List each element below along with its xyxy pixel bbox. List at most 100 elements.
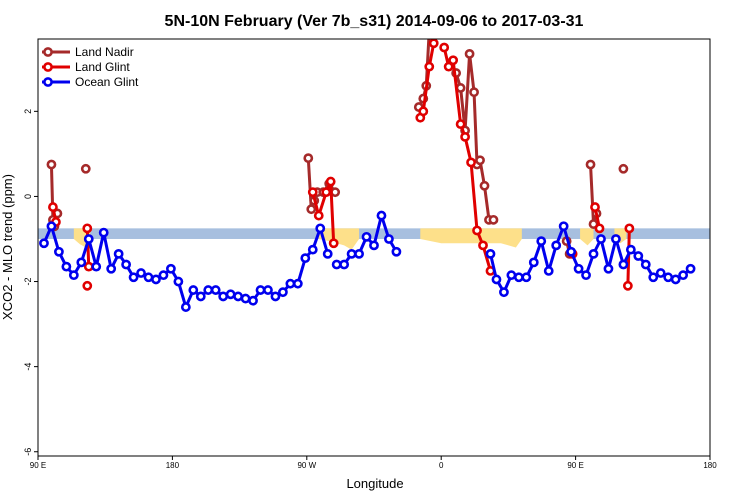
data-point <box>151 274 161 285</box>
data-point <box>596 234 606 244</box>
data-point <box>670 274 681 285</box>
data-point <box>588 248 599 259</box>
data-point <box>464 48 475 59</box>
data-point <box>376 210 387 221</box>
x-tick-label: 180 <box>166 461 180 470</box>
data-point <box>528 257 539 268</box>
data-point <box>46 221 57 232</box>
y-tick-label: -6 <box>23 448 33 456</box>
y-tick-label: -2 <box>23 278 33 286</box>
data-point <box>315 223 326 234</box>
legend-marker <box>43 62 53 72</box>
data-point <box>551 240 562 251</box>
data-point <box>566 246 577 257</box>
legend-label: Land Glint <box>75 60 130 74</box>
series-land-nadir <box>46 39 629 259</box>
data-point <box>61 261 72 272</box>
data-point <box>48 202 58 212</box>
data-point <box>83 234 94 244</box>
data-point <box>603 263 614 274</box>
plot-frame <box>37 38 711 457</box>
y-tick-label: 2 <box>23 109 33 114</box>
highlight-region <box>580 228 594 246</box>
data-point <box>479 180 490 191</box>
legend-item-land-glint: Land Glint <box>42 60 130 74</box>
series-line <box>454 52 494 222</box>
data-point <box>285 278 296 289</box>
data-point <box>424 61 435 72</box>
data-point <box>536 236 547 247</box>
data-point <box>306 204 317 215</box>
data-point <box>455 119 466 130</box>
data-point <box>384 234 394 244</box>
x-tick-label: 90 E <box>567 461 583 470</box>
data-point <box>443 61 454 72</box>
data-point <box>158 270 169 281</box>
data-point <box>460 131 470 142</box>
data-point <box>307 187 318 198</box>
data-point <box>485 248 496 259</box>
data-point <box>195 291 206 302</box>
data-point <box>439 42 450 53</box>
data-point <box>278 287 288 298</box>
data-point <box>488 214 499 225</box>
data-point <box>428 39 439 49</box>
data-point <box>346 248 357 259</box>
data-point <box>225 289 236 300</box>
data-point <box>475 155 485 166</box>
data-point <box>655 268 666 278</box>
data-point <box>233 291 244 302</box>
data-point <box>121 259 132 270</box>
data-point <box>68 270 79 281</box>
data-point <box>369 240 379 251</box>
data-point <box>322 248 333 259</box>
highlight-region <box>318 228 360 250</box>
x-tick-label: 180 <box>703 461 717 470</box>
data-point <box>648 272 659 283</box>
data-point <box>581 270 591 281</box>
data-point <box>328 238 339 249</box>
data-point <box>354 248 364 259</box>
data-point <box>46 159 57 170</box>
data-point <box>391 246 402 257</box>
data-point <box>618 259 629 270</box>
data-point <box>113 248 124 259</box>
legend-label: Ocean Glint <box>75 75 139 89</box>
data-point <box>633 251 644 261</box>
legend-marker <box>43 47 53 57</box>
data-point <box>255 285 266 295</box>
data-point <box>499 287 509 298</box>
series-ocean-glint <box>39 210 696 312</box>
x-tick-label: 0 <box>439 461 444 470</box>
data-point <box>82 223 93 234</box>
data-point <box>472 225 482 236</box>
y-axis-label: XCO2 - MLO trend (ppm) <box>0 174 15 320</box>
data-point <box>91 261 102 272</box>
data-point <box>663 272 674 283</box>
data-point <box>203 285 214 295</box>
data-point <box>128 272 139 283</box>
data-point <box>448 55 459 66</box>
data-point <box>303 153 314 164</box>
data-point <box>685 263 696 274</box>
data-point <box>98 227 109 238</box>
data-point <box>173 276 184 287</box>
data-point <box>325 176 336 187</box>
data-point <box>307 244 318 255</box>
data-point <box>76 257 87 268</box>
data-point <box>573 263 584 274</box>
data-point <box>361 231 372 242</box>
data-point <box>491 274 502 285</box>
data-point <box>270 291 281 302</box>
x-axis-label: Longitude <box>346 476 403 491</box>
data-point <box>590 202 600 212</box>
data-point <box>54 246 64 257</box>
data-point <box>678 270 689 281</box>
data-point <box>313 210 324 221</box>
data-point <box>585 159 596 170</box>
data-point <box>521 272 532 283</box>
data-point <box>622 280 633 291</box>
data-point <box>39 238 49 249</box>
data-point <box>466 157 476 168</box>
